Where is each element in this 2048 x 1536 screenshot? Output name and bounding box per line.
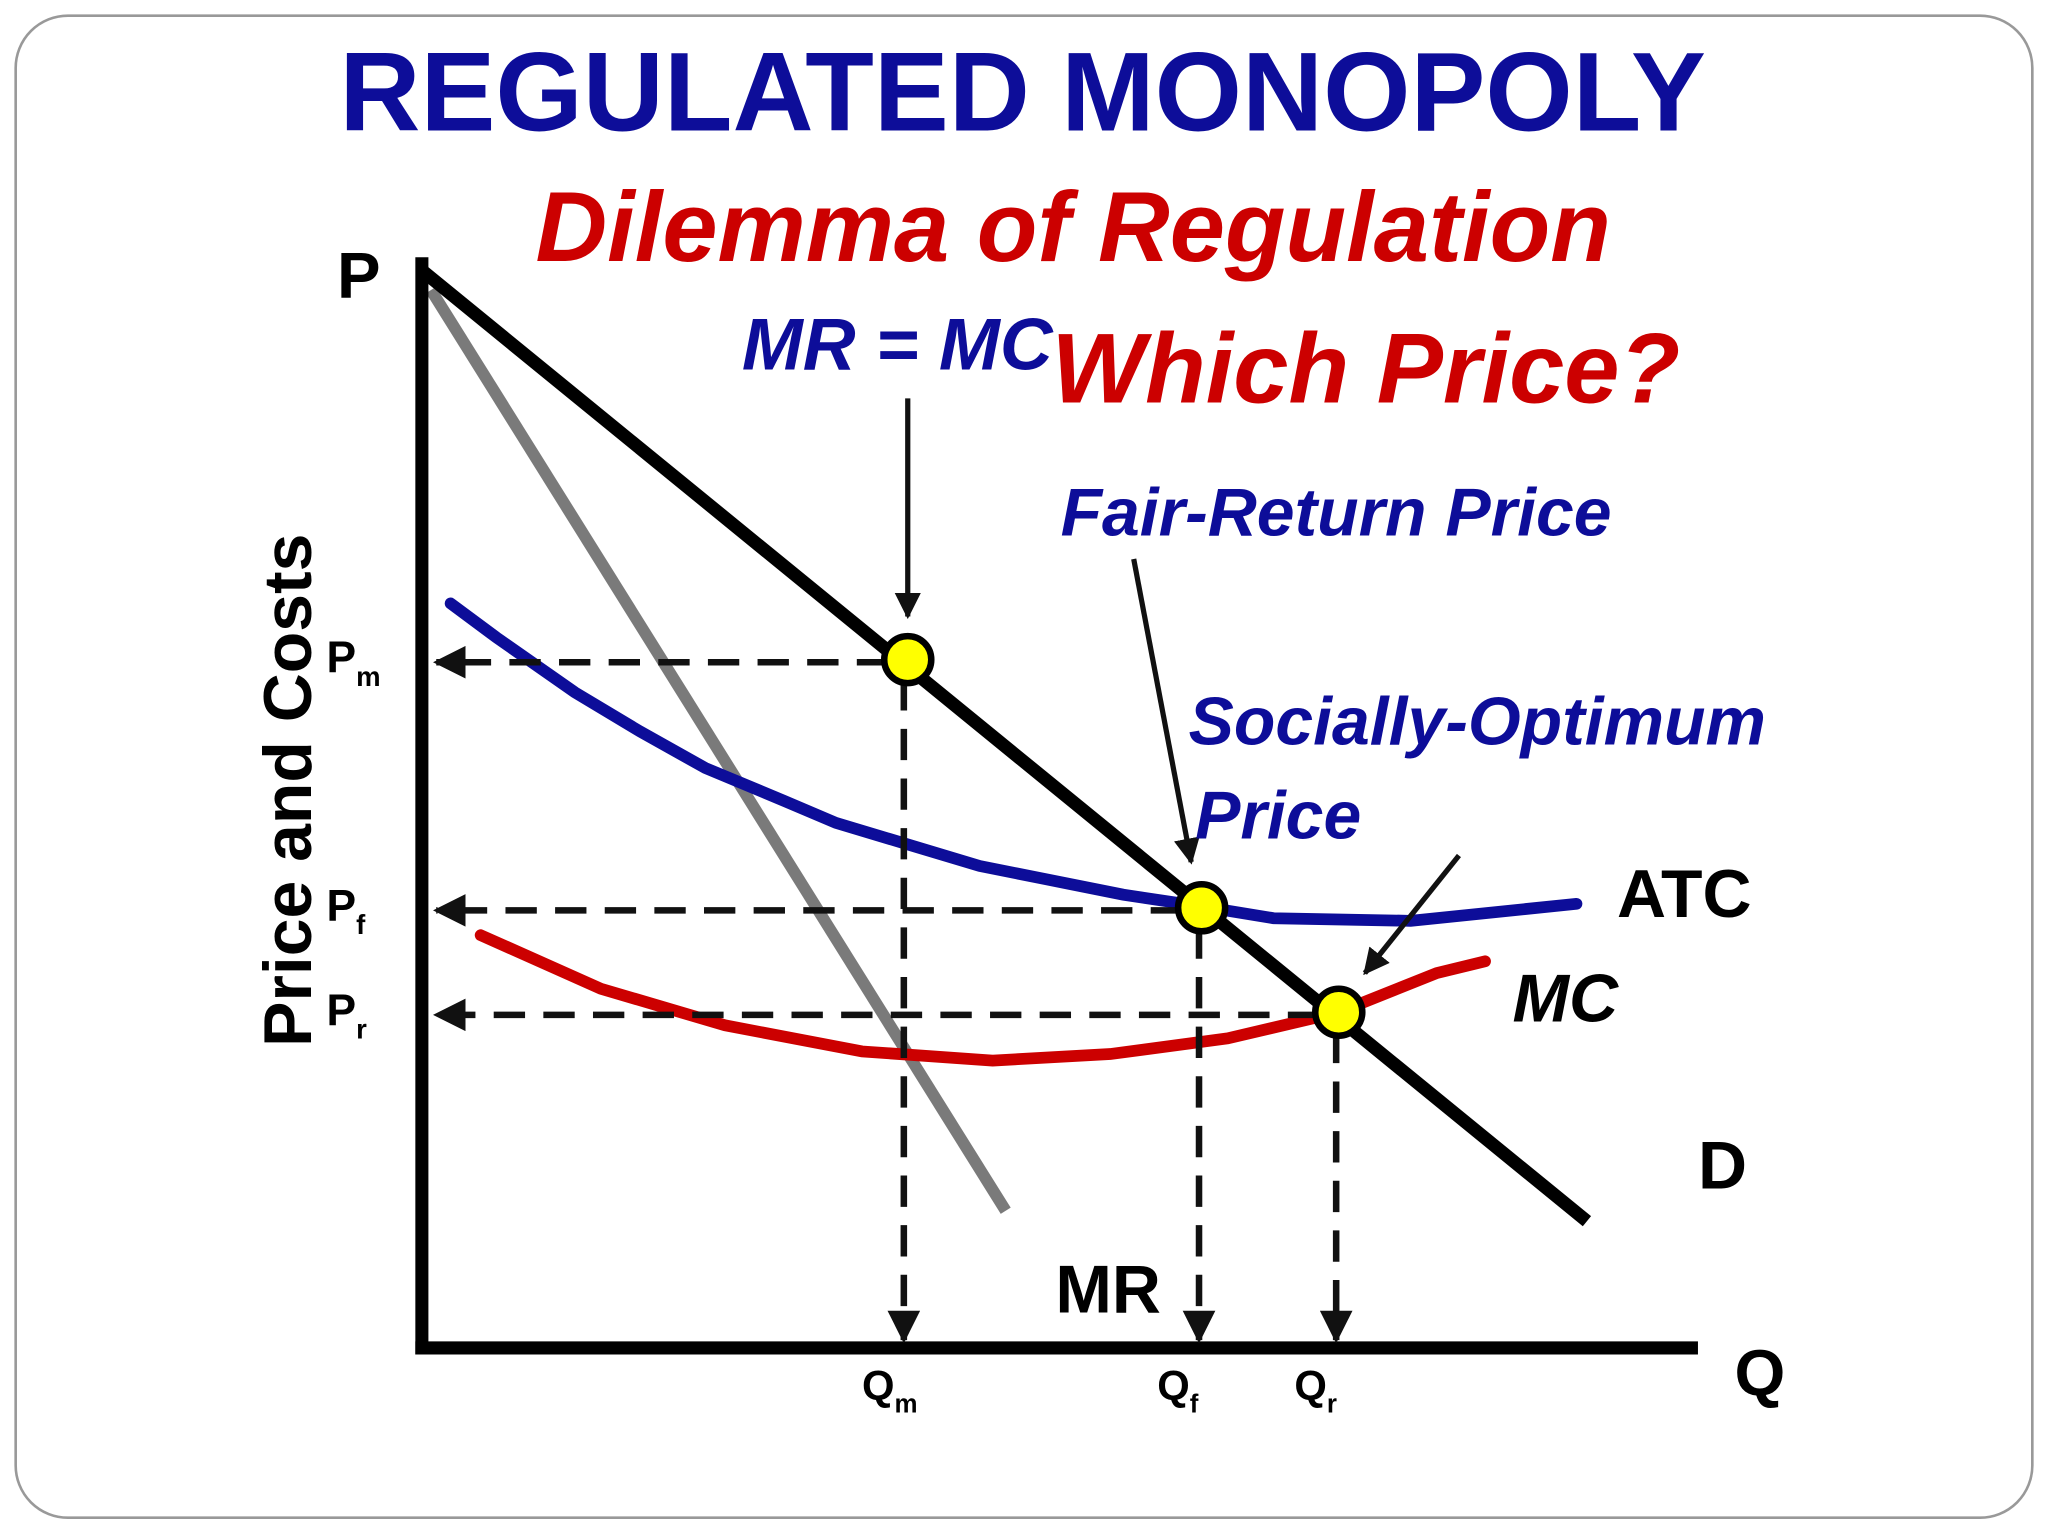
level-label: Pr [327, 986, 368, 1044]
level-main: P [327, 882, 357, 931]
point [1174, 880, 1229, 935]
level-label: Qf [1157, 1362, 1199, 1419]
y-symbol: P [337, 239, 381, 312]
point [880, 632, 935, 687]
demand-curve [417, 265, 1592, 1227]
level-sub: f [1190, 1391, 1199, 1419]
level-label: Pm [327, 634, 381, 692]
level-sub: f [356, 909, 366, 940]
level-sub: m [895, 1391, 918, 1419]
atc-curve [444, 597, 1583, 927]
curve-label: MR [1055, 1253, 1161, 1328]
level-main: Q [862, 1362, 895, 1409]
arrow [1362, 853, 1461, 976]
subtitle: Dilemma of Regulation [536, 172, 1611, 283]
level-main: P [327, 634, 357, 683]
level-main: Q [1157, 1362, 1190, 1409]
title: REGULATED MONOPOLY [339, 29, 1706, 155]
level-sub: r [1327, 1391, 1337, 1419]
subtitle: Which Price? [1051, 313, 1680, 424]
curve-label: ATC [1617, 857, 1752, 932]
level-sub: m [356, 661, 380, 692]
x-symbol: Q [1735, 1336, 1786, 1409]
y-axis-label: Price and Costs [251, 534, 326, 1047]
level-main: Q [1294, 1362, 1327, 1409]
level-label: Qr [1294, 1362, 1337, 1419]
mc-curve [474, 929, 1491, 1067]
curve-label: MC [1512, 961, 1619, 1036]
annotation: Socially-Optimum [1189, 684, 1766, 759]
annotation: Price [1195, 779, 1361, 854]
annotation: MR = MC [742, 305, 1054, 386]
annotation: Fair-Return Price [1061, 476, 1612, 551]
arrow [1131, 558, 1200, 865]
level-label: Pf [327, 882, 367, 940]
level-sub: r [356, 1014, 367, 1045]
level-label: Qm [862, 1362, 918, 1419]
curve-label: D [1698, 1129, 1747, 1204]
level-main: P [327, 986, 357, 1035]
point [1311, 985, 1366, 1040]
